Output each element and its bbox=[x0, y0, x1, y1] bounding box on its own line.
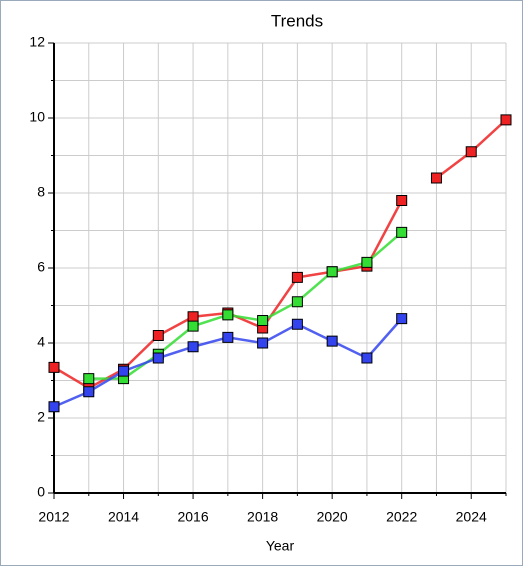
point-marker bbox=[465, 146, 477, 158]
point-marker bbox=[257, 315, 269, 326]
x-tick-label: 2022 bbox=[386, 509, 417, 525]
point-marker bbox=[187, 341, 199, 353]
x-tick-label: 2016 bbox=[177, 509, 208, 525]
point-marker bbox=[152, 330, 164, 341]
point-marker bbox=[48, 361, 60, 373]
point-marker bbox=[361, 256, 373, 268]
point-marker bbox=[326, 266, 338, 278]
x-tick-label: 2020 bbox=[317, 509, 348, 525]
point-marker bbox=[396, 195, 408, 206]
point-marker bbox=[152, 352, 164, 364]
point-marker bbox=[83, 386, 95, 398]
y-tick-label: 10 bbox=[29, 109, 45, 125]
point-marker bbox=[222, 309, 234, 321]
point-marker bbox=[222, 331, 234, 343]
point-marker bbox=[500, 114, 512, 126]
point-marker bbox=[430, 172, 442, 184]
x-tick-label: 2014 bbox=[108, 509, 139, 525]
point-marker bbox=[291, 318, 303, 330]
point-marker bbox=[291, 271, 303, 283]
y-tick-label: 12 bbox=[29, 34, 45, 50]
y-tick-label: 2 bbox=[37, 409, 45, 425]
point-marker bbox=[326, 335, 338, 347]
y-tick-label: 4 bbox=[37, 334, 45, 350]
point-marker bbox=[257, 337, 269, 349]
point-marker bbox=[396, 313, 408, 325]
point-marker bbox=[291, 296, 303, 308]
series-line bbox=[88, 231, 403, 380]
point-marker bbox=[361, 352, 373, 364]
y-tick-label: 8 bbox=[37, 184, 45, 200]
x-tick-label: 2018 bbox=[247, 509, 278, 525]
point-marker bbox=[118, 365, 130, 377]
x-tick-label: 2024 bbox=[456, 509, 487, 525]
point-marker bbox=[396, 226, 408, 238]
chart-title: Trends bbox=[271, 11, 323, 30]
x-axis-label: Year bbox=[266, 538, 295, 554]
y-tick-label: 6 bbox=[37, 259, 45, 275]
point-marker bbox=[48, 401, 60, 413]
point-marker bbox=[187, 311, 199, 323]
point-marker bbox=[187, 320, 199, 332]
y-tick-label: 0 bbox=[37, 484, 45, 500]
point-marker bbox=[83, 373, 95, 385]
x-tick-label: 2012 bbox=[38, 509, 69, 525]
